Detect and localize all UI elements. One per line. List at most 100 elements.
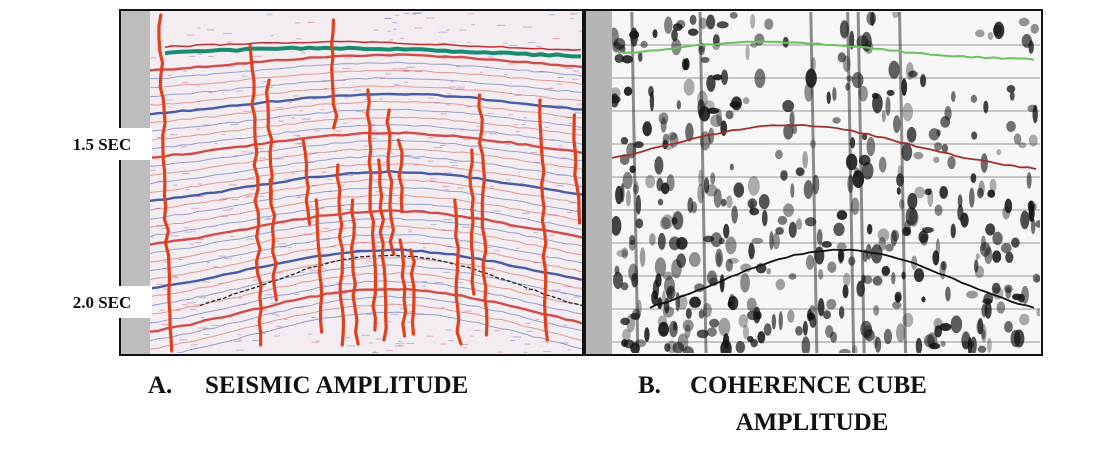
fault-trace bbox=[630, 12, 640, 353]
incoherence bbox=[764, 18, 774, 30]
incoherence bbox=[625, 189, 631, 207]
noise bbox=[188, 55, 196, 57]
reflector bbox=[150, 186, 582, 220]
noise bbox=[407, 321, 412, 323]
noise bbox=[408, 231, 412, 233]
incoherence bbox=[1028, 134, 1038, 147]
incoherence bbox=[742, 324, 749, 340]
noise bbox=[539, 305, 544, 307]
noise bbox=[390, 213, 395, 215]
incoherence bbox=[783, 123, 794, 140]
noise bbox=[230, 293, 235, 295]
noise bbox=[497, 351, 504, 353]
incoherence bbox=[892, 12, 900, 19]
reflector bbox=[150, 100, 582, 124]
panel-title: COHERENCE CUBE bbox=[690, 372, 927, 399]
incoherence bbox=[950, 315, 963, 334]
incoherence bbox=[934, 325, 943, 338]
incoherence bbox=[749, 207, 760, 216]
noise bbox=[524, 343, 531, 345]
noise bbox=[186, 302, 196, 304]
noise bbox=[333, 130, 342, 132]
reflector bbox=[150, 194, 582, 228]
incoherence bbox=[838, 306, 845, 319]
incoherence bbox=[1032, 202, 1037, 211]
noise bbox=[544, 126, 550, 128]
incoherence bbox=[685, 308, 692, 319]
noise bbox=[365, 260, 374, 262]
incoherence bbox=[613, 271, 623, 290]
incoherence bbox=[671, 258, 682, 279]
noise bbox=[374, 246, 381, 248]
incoherence bbox=[872, 276, 883, 286]
axis-strip-b bbox=[586, 11, 612, 354]
incoherence bbox=[821, 240, 832, 248]
noise bbox=[193, 304, 202, 306]
incoherence bbox=[977, 345, 987, 353]
noise bbox=[206, 261, 210, 263]
incoherence bbox=[901, 143, 913, 162]
noise bbox=[402, 70, 410, 72]
noise bbox=[438, 31, 448, 33]
noise bbox=[184, 227, 189, 229]
noise bbox=[311, 316, 317, 318]
noise bbox=[226, 66, 235, 68]
incoherence bbox=[644, 327, 650, 342]
reflector bbox=[150, 178, 582, 211]
noise bbox=[548, 14, 555, 16]
noise bbox=[363, 145, 368, 147]
noise bbox=[380, 77, 386, 79]
noise bbox=[167, 154, 174, 156]
incoherence bbox=[710, 114, 723, 128]
noise bbox=[408, 311, 412, 313]
noise bbox=[381, 211, 387, 213]
noise bbox=[575, 278, 579, 280]
noise bbox=[428, 137, 434, 139]
incoherence bbox=[750, 41, 758, 48]
noise bbox=[372, 352, 379, 353]
time-label-box bbox=[52, 128, 152, 160]
noise bbox=[576, 103, 582, 105]
incoherence bbox=[888, 60, 900, 79]
incoherence bbox=[842, 284, 849, 299]
noise bbox=[389, 39, 394, 41]
noise bbox=[411, 13, 416, 15]
noise bbox=[558, 145, 563, 147]
incoherence bbox=[1034, 275, 1040, 283]
incoherence bbox=[957, 194, 963, 208]
incoherence bbox=[612, 87, 621, 99]
noise bbox=[422, 242, 430, 244]
incoherence bbox=[629, 234, 636, 246]
incoherence bbox=[1006, 85, 1016, 93]
noise bbox=[320, 285, 327, 287]
noise bbox=[560, 342, 569, 344]
incoherence bbox=[729, 163, 734, 171]
reflector bbox=[150, 303, 582, 350]
incoherence bbox=[778, 311, 783, 331]
incoherence bbox=[754, 68, 766, 89]
reflector bbox=[150, 92, 582, 116]
incoherence bbox=[622, 328, 631, 342]
noise bbox=[386, 321, 392, 323]
incoherence bbox=[682, 346, 695, 353]
incoherence bbox=[623, 86, 633, 97]
noise bbox=[243, 110, 251, 112]
noise bbox=[271, 240, 280, 242]
noise bbox=[513, 124, 519, 126]
noise bbox=[447, 245, 453, 247]
incoherence bbox=[733, 182, 745, 198]
incoherence bbox=[672, 23, 683, 32]
incoherence bbox=[705, 184, 718, 197]
noise bbox=[441, 306, 445, 308]
reflector bbox=[150, 77, 582, 98]
incoherence bbox=[927, 188, 934, 208]
noise bbox=[168, 106, 173, 108]
noise bbox=[327, 166, 337, 168]
noise bbox=[462, 226, 471, 228]
noise bbox=[530, 152, 537, 154]
incoherence bbox=[822, 310, 831, 320]
incoherence bbox=[969, 340, 975, 348]
incoherence bbox=[975, 29, 985, 38]
noise bbox=[221, 147, 228, 149]
seismic-image bbox=[150, 12, 582, 353]
